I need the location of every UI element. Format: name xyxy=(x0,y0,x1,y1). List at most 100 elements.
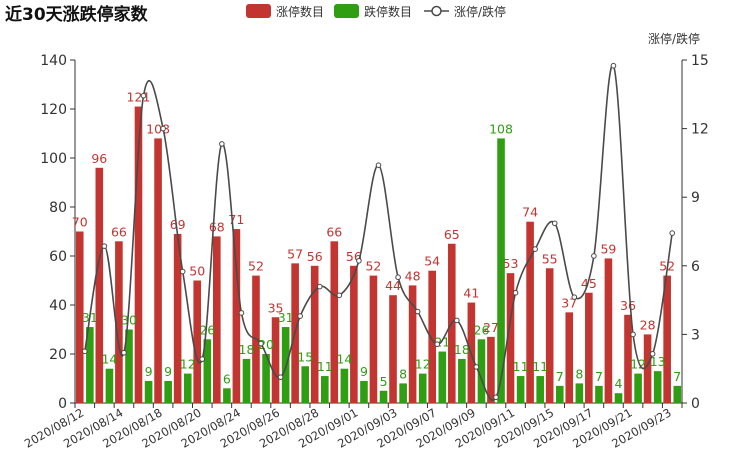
ratio-point xyxy=(591,253,597,259)
bar-limit-down-label: 31 xyxy=(278,310,294,325)
bar-limit-up xyxy=(369,275,378,403)
legend-limit-up-swatch xyxy=(246,4,271,18)
bar-limit-up xyxy=(95,167,104,403)
bar-limit-down-label: 12 xyxy=(180,357,196,372)
y-right-tick-label: 0 xyxy=(691,396,700,412)
bar-limit-down xyxy=(497,138,505,403)
ratio-point xyxy=(551,220,558,227)
bar-limit-down-label: 20 xyxy=(258,337,274,352)
ratio-point xyxy=(571,294,578,300)
bar-limit-up xyxy=(604,258,613,403)
y-right-tick-label: 6 xyxy=(691,259,700,275)
y-right-tick-label: 15 xyxy=(691,53,709,69)
bar-limit-up-label: 44 xyxy=(385,278,401,293)
bar-limit-up-label: 52 xyxy=(365,259,381,274)
legend-limit-up-label: 涨停数目 xyxy=(276,4,324,19)
bar-limit-down xyxy=(223,388,231,403)
ratio-point xyxy=(179,268,186,275)
bar-limit-down-label: 9 xyxy=(360,364,368,379)
bar-limit-down-label: 11 xyxy=(513,359,529,374)
bar-limit-down-label: 13 xyxy=(650,354,666,369)
ratio-line xyxy=(84,64,673,401)
bar-limit-up xyxy=(193,280,202,403)
bar-limit-down xyxy=(438,351,447,403)
bar-limit-up-label: 71 xyxy=(228,212,244,227)
bar-limit-up xyxy=(408,285,417,403)
bar-limit-down xyxy=(164,380,172,403)
bar-limit-up-label: 55 xyxy=(542,251,558,266)
bar-limit-up-label: 56 xyxy=(307,249,323,264)
bar-limit-up-label: 28 xyxy=(640,317,656,332)
bar-limit-down xyxy=(242,358,251,403)
ratio-point xyxy=(160,125,166,132)
bar-limit-up-label: 108 xyxy=(146,121,170,136)
bar-limit-down xyxy=(262,354,270,403)
bar-limit-down xyxy=(595,385,603,403)
bar-limit-up-label: 35 xyxy=(268,300,284,315)
bar-limit-down xyxy=(301,366,310,403)
bar-limit-down xyxy=(516,376,525,403)
bar-limit-up xyxy=(389,295,397,403)
ratio-point xyxy=(532,246,538,252)
bar-limit-down xyxy=(183,373,192,403)
bar-limit-down xyxy=(203,339,212,403)
bar-limit-up-label: 36 xyxy=(620,298,636,313)
bar-limit-up xyxy=(271,317,280,403)
ratio-point xyxy=(199,356,206,362)
bar-limit-down xyxy=(555,385,564,403)
bar-limit-down-label: 6 xyxy=(223,371,231,386)
bar-limit-up-label: 54 xyxy=(424,254,440,269)
bar-limit-down-label: 4 xyxy=(615,376,623,391)
bar-limit-down xyxy=(86,327,94,403)
bar-limit-up xyxy=(173,233,182,403)
bar-limit-down-label: 8 xyxy=(575,366,583,381)
bar-limit-down xyxy=(536,376,544,403)
bar-limit-down xyxy=(418,373,427,403)
ratio-point xyxy=(512,289,519,296)
ratio-point xyxy=(493,394,499,401)
bar-limit-up xyxy=(487,336,495,403)
y-left-tick-label: 0 xyxy=(58,396,67,412)
bar-limit-down-label: 11 xyxy=(317,359,333,374)
bar-limit-down xyxy=(125,329,133,403)
bar-limit-down-label: 26 xyxy=(474,322,490,337)
bar-limit-up-label: 27 xyxy=(483,320,499,335)
bar-limit-up xyxy=(506,273,515,403)
bar-limit-down xyxy=(673,385,682,403)
ratio-point xyxy=(258,340,264,347)
bar-limit-up-label: 65 xyxy=(444,227,460,242)
bar-limit-up xyxy=(565,312,574,403)
bar-limit-down-label: 14 xyxy=(101,352,117,367)
bar-limit-down xyxy=(360,380,368,403)
ratio-point xyxy=(297,313,303,319)
ratio-point xyxy=(375,162,382,168)
legend-ratio-label: 涨停/跌停 xyxy=(454,4,506,19)
y-right-axis-name: 涨停/跌停 xyxy=(648,31,700,46)
bar-limit-up xyxy=(134,106,143,404)
bar-limit-up-label: 50 xyxy=(189,264,205,279)
ratio-point xyxy=(434,341,441,348)
bar-limit-up-label: 96 xyxy=(91,151,107,166)
ratio-point xyxy=(219,141,225,147)
bar-limit-down-label: 12 xyxy=(415,357,431,372)
bar-limit-up-label: 68 xyxy=(209,219,225,234)
bar-limit-up-label: 69 xyxy=(170,217,186,232)
bar-limit-up xyxy=(154,138,162,403)
bar-limit-up-label: 70 xyxy=(72,215,88,230)
y-left-tick-label: 60 xyxy=(49,249,67,265)
bar-limit-down-label: 18 xyxy=(454,342,470,357)
bar-limit-up-label: 41 xyxy=(463,286,479,301)
bar-limit-up xyxy=(213,236,221,403)
bar-limit-down xyxy=(379,390,388,403)
ratio-point xyxy=(414,308,421,315)
bar-limit-down-label: 15 xyxy=(297,349,313,364)
bar-limit-down xyxy=(614,393,623,403)
bar-limit-up xyxy=(585,292,593,403)
bar-limit-up xyxy=(75,231,84,403)
chart-title: 近30天涨跌停家数 xyxy=(5,4,149,25)
y-right-tick-label: 9 xyxy=(691,190,700,206)
bar-limit-down-label: 14 xyxy=(336,352,352,367)
bar-limit-up-label: 59 xyxy=(600,241,616,256)
bar-limit-down-label: 7 xyxy=(595,369,603,384)
